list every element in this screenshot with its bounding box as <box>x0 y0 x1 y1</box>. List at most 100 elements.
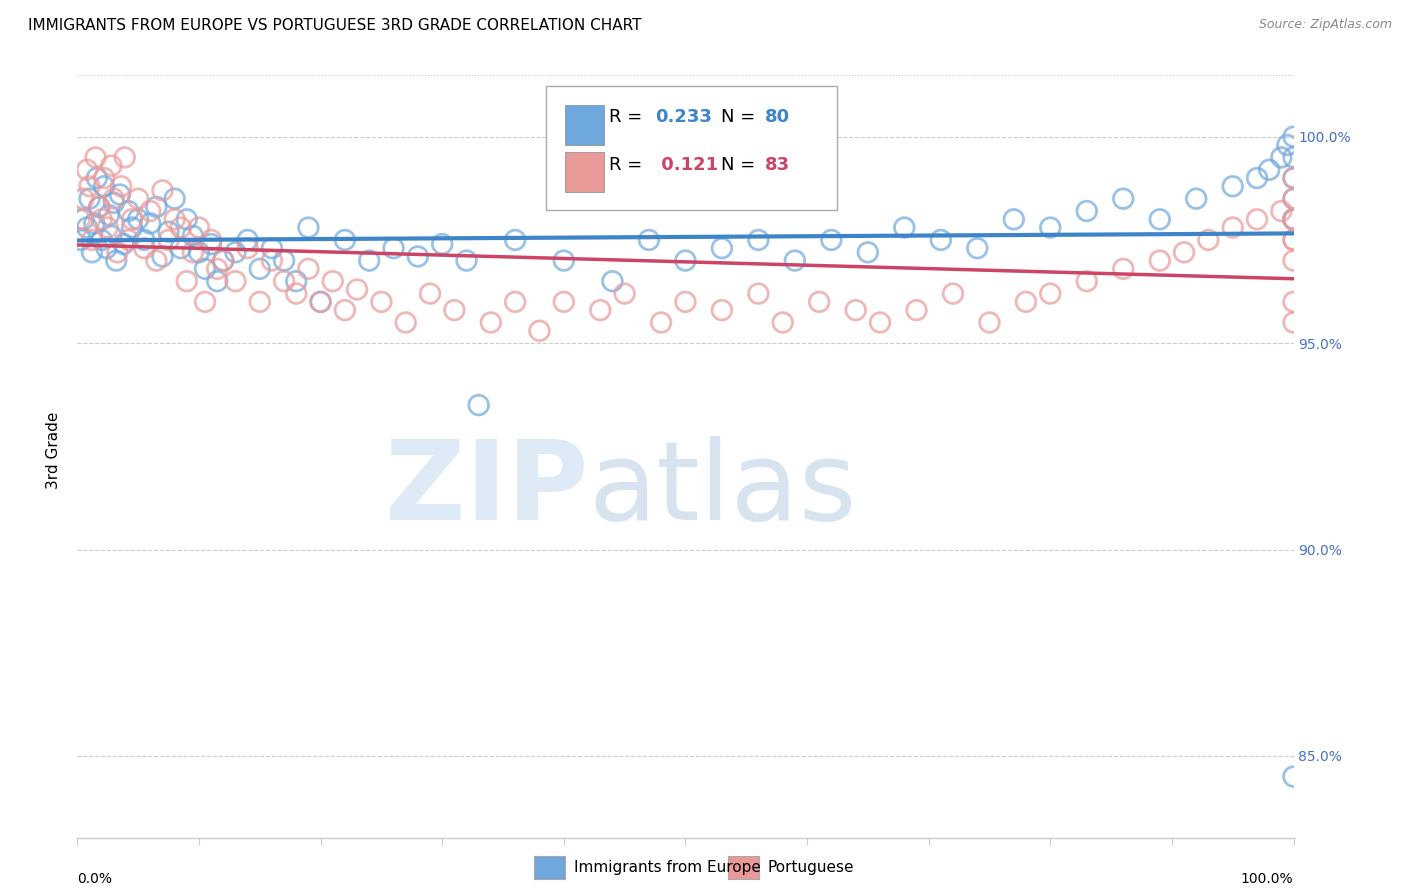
Point <box>783 253 806 268</box>
Point <box>1149 212 1171 227</box>
Point <box>359 253 381 268</box>
Point <box>1282 212 1305 227</box>
Point <box>1039 220 1062 235</box>
Point <box>747 286 769 301</box>
Point <box>84 150 107 164</box>
Point <box>103 192 125 206</box>
Point <box>1282 294 1305 309</box>
Point <box>808 294 831 309</box>
Point <box>430 237 453 252</box>
Point <box>1282 212 1305 227</box>
FancyBboxPatch shape <box>565 105 605 145</box>
Point <box>553 253 575 268</box>
Point <box>419 286 441 301</box>
Point <box>966 241 988 255</box>
Point <box>181 228 204 243</box>
Point <box>70 233 93 247</box>
Point <box>224 274 246 288</box>
Point <box>194 294 217 309</box>
Point <box>80 233 103 247</box>
Point <box>285 286 308 301</box>
Point <box>1270 150 1292 164</box>
Text: 100.0%: 100.0% <box>1241 871 1294 886</box>
Point <box>406 249 429 263</box>
Point <box>236 233 259 247</box>
Text: 0.0%: 0.0% <box>77 871 112 886</box>
Text: N =: N = <box>721 156 761 174</box>
Point <box>145 253 167 268</box>
Text: ZIP: ZIP <box>385 436 588 542</box>
Point <box>188 245 211 260</box>
Point <box>139 204 162 219</box>
Point <box>638 233 661 247</box>
Point <box>273 253 295 268</box>
Point <box>1282 233 1305 247</box>
Point <box>236 241 259 255</box>
Point <box>820 233 842 247</box>
Point <box>86 171 108 186</box>
Point <box>529 324 551 338</box>
Point <box>100 228 122 243</box>
Point <box>212 253 235 268</box>
Point <box>1222 220 1244 235</box>
Point <box>90 233 112 247</box>
Point <box>72 212 94 227</box>
Point <box>1282 316 1305 330</box>
Text: 80: 80 <box>765 108 790 126</box>
Point <box>194 261 217 276</box>
Point <box>1282 233 1305 247</box>
Point <box>205 261 228 276</box>
Point <box>1258 162 1281 177</box>
Point <box>503 294 526 309</box>
Point <box>675 294 697 309</box>
Point <box>176 212 198 227</box>
Point <box>333 233 356 247</box>
Point <box>370 294 392 309</box>
Point <box>96 241 118 255</box>
Point <box>170 241 193 255</box>
Point <box>72 192 94 206</box>
Point <box>112 237 135 252</box>
Point <box>503 233 526 247</box>
Point <box>1246 212 1268 227</box>
Point <box>333 303 356 318</box>
Point <box>108 187 131 202</box>
Point <box>1112 192 1135 206</box>
Point <box>845 303 868 318</box>
Point <box>869 316 891 330</box>
Point <box>1282 770 1305 784</box>
Point <box>152 249 174 263</box>
Point <box>1149 253 1171 268</box>
Point <box>170 220 193 235</box>
Point <box>76 220 98 235</box>
Point <box>121 220 143 235</box>
Point <box>200 237 222 252</box>
Point <box>1112 261 1135 276</box>
Point <box>1185 192 1208 206</box>
Point <box>110 179 132 194</box>
Point <box>942 286 965 301</box>
Point <box>260 241 283 255</box>
Point <box>134 241 156 255</box>
Point <box>1076 204 1098 219</box>
Point <box>285 274 308 288</box>
Point <box>79 179 101 194</box>
Point <box>93 179 115 194</box>
Point <box>83 216 105 230</box>
Text: N =: N = <box>721 108 761 126</box>
Point <box>443 303 465 318</box>
Point <box>79 192 101 206</box>
Point <box>89 200 111 214</box>
Point <box>127 192 149 206</box>
Point <box>905 303 928 318</box>
FancyBboxPatch shape <box>565 152 605 192</box>
Point <box>747 233 769 247</box>
Text: Source: ZipAtlas.com: Source: ZipAtlas.com <box>1258 18 1392 31</box>
Text: R =: R = <box>609 156 648 174</box>
Point <box>80 245 103 260</box>
Point <box>602 274 624 288</box>
Text: 0.121: 0.121 <box>655 156 718 174</box>
Text: Portuguese: Portuguese <box>768 860 855 874</box>
Point <box>117 204 139 219</box>
Point <box>249 294 271 309</box>
